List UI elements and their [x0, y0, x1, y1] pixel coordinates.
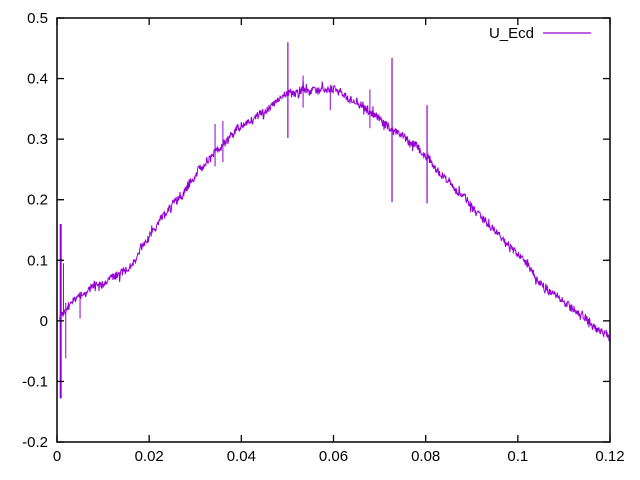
series-line-u_ecd: [58, 80, 611, 342]
y-tick-label: 0.1: [27, 252, 48, 269]
x-tick-label: 0.02: [135, 448, 164, 465]
y-tick-label: 0.5: [27, 10, 48, 27]
y-tick-label: 0.4: [27, 71, 48, 88]
plot-border: [56, 17, 611, 443]
x-tick-label: 0.1: [507, 448, 528, 465]
y-tick-label: 0.2: [27, 192, 48, 209]
x-tick-label: 0: [53, 448, 61, 465]
y-tick-label: -0.2: [22, 434, 48, 451]
x-tick-label: 0.12: [595, 448, 624, 465]
legend-label: U_Ecd: [489, 25, 534, 42]
x-tick-label: 0.04: [227, 448, 256, 465]
y-tick-label: 0.3: [27, 131, 48, 148]
x-tick-label: 0.08: [411, 448, 440, 465]
x-tick-label: 0.06: [319, 448, 348, 465]
y-tick-label: -0.1: [22, 373, 48, 390]
y-tick-label: 0: [40, 313, 48, 330]
